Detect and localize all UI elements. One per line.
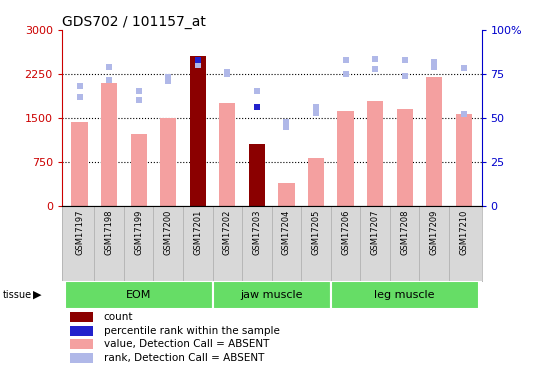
Point [371,56,379,62]
Point [459,111,468,117]
Point [341,57,350,63]
Bar [70,353,93,363]
Bar [308,158,324,206]
Bar [213,281,331,309]
Point [282,124,291,130]
Text: ▶: ▶ [33,290,42,300]
Text: GSM17207: GSM17207 [371,209,380,255]
Point [164,74,173,80]
Text: GSM17205: GSM17205 [312,209,321,255]
Point [282,119,291,125]
Point [223,69,232,75]
Point [164,78,173,84]
Bar [278,183,295,206]
Text: GSM17203: GSM17203 [252,209,261,255]
Text: GSM17208: GSM17208 [400,209,409,255]
Point [400,57,409,63]
Text: GSM17200: GSM17200 [164,209,173,255]
Bar [72,122,88,206]
Bar [426,77,442,206]
Point [400,73,409,79]
Bar [220,103,236,206]
Bar [131,134,147,206]
Point [371,66,379,72]
Bar [249,144,265,206]
Text: GSM17197: GSM17197 [75,209,84,255]
Text: GSM17198: GSM17198 [105,209,114,255]
Text: jaw muscle: jaw muscle [240,290,303,300]
Text: EOM: EOM [126,290,151,300]
Point [134,97,143,103]
Point [105,77,114,83]
Point [459,65,468,71]
Bar [65,281,213,309]
Text: GSM17199: GSM17199 [134,209,143,255]
Text: GSM17204: GSM17204 [282,209,291,255]
Point [105,64,114,70]
Point [194,57,202,63]
Bar [160,118,176,206]
Point [430,59,438,65]
Point [430,64,438,70]
Text: GSM17201: GSM17201 [193,209,202,255]
Text: GSM17202: GSM17202 [223,209,232,255]
Text: GDS702 / 101157_at: GDS702 / 101157_at [62,15,206,29]
Bar [70,339,93,350]
Point [341,71,350,77]
Text: leg muscle: leg muscle [374,290,435,300]
Bar [367,101,383,206]
Text: value, Detection Call = ABSENT: value, Detection Call = ABSENT [104,339,269,350]
Point [312,110,320,116]
Point [75,94,84,100]
Text: GSM17210: GSM17210 [459,209,468,255]
Text: count: count [104,312,133,322]
Point [223,71,232,77]
Text: GSM17206: GSM17206 [341,209,350,255]
Point [75,82,84,88]
Point [253,104,261,110]
Point [134,88,143,94]
Point [253,88,261,94]
Bar [397,109,413,206]
Point [312,104,320,110]
Bar [70,326,93,336]
Bar [337,111,353,206]
Text: GSM17209: GSM17209 [430,209,438,255]
Bar [190,56,206,206]
Bar [101,83,117,206]
Bar [331,281,479,309]
Bar [70,312,93,322]
Text: percentile rank within the sample: percentile rank within the sample [104,326,280,336]
Bar [456,114,472,206]
Point [194,62,202,68]
Text: rank, Detection Call = ABSENT: rank, Detection Call = ABSENT [104,353,264,363]
Text: tissue: tissue [3,290,32,300]
